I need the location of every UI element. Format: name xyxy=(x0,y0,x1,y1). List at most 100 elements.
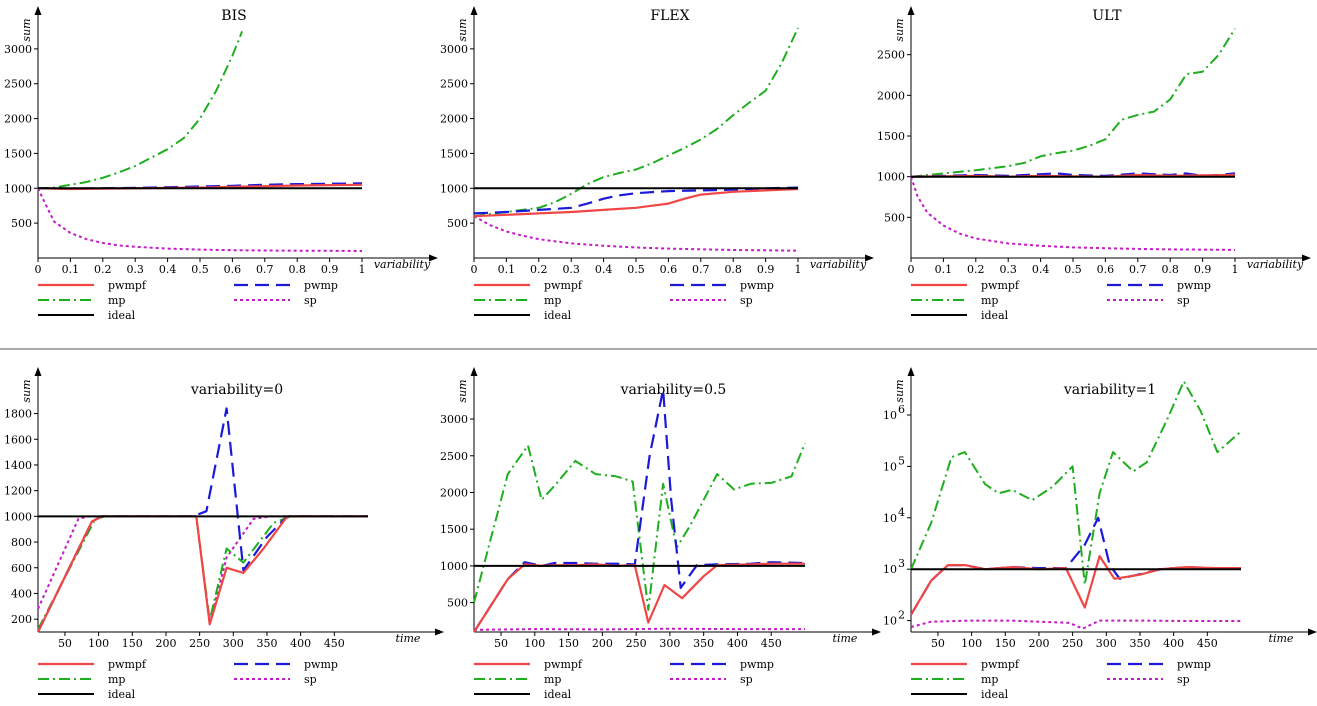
x-tick-label-3-7: 400 xyxy=(290,637,311,650)
y-tick-label-3-3: 800 xyxy=(11,536,32,549)
y-tick-label-5-2: 10 xyxy=(883,512,897,525)
legend-label-mp-1: mp xyxy=(544,294,561,307)
x-tick-label-3-3: 200 xyxy=(155,637,176,650)
y-tick-label-3-4: 1000 xyxy=(4,510,32,523)
legend-label-pwmpf-2: pwmpf xyxy=(981,279,1020,292)
x-tick-label-2-0: 0 xyxy=(908,263,915,276)
legend-label-ideal-1: ideal xyxy=(544,309,572,322)
y-axis-arrow-1 xyxy=(470,6,478,15)
series-line-pwmpf-5 xyxy=(910,554,1241,616)
y-axis-arrow-0 xyxy=(34,6,42,15)
legend-label-pwmp-0: pwmp xyxy=(304,279,338,292)
y-tick-label-1-1: 1000 xyxy=(440,182,468,195)
chart-title-2: ULT xyxy=(1092,8,1122,24)
series-line-sp-2 xyxy=(910,176,1236,251)
legend-label-pwmp-2: pwmp xyxy=(1177,279,1211,292)
x-tick-label-0-8: 0.8 xyxy=(288,263,306,276)
x-tick-label-2-7: 0.7 xyxy=(1129,263,1147,276)
x-tick-label-1-4: 0.4 xyxy=(595,263,613,276)
x-axis-arrow-1 xyxy=(865,254,874,262)
x-tick-label-1-5: 0.5 xyxy=(627,263,645,276)
x-tick-label-0-1: 0.1 xyxy=(62,263,80,276)
series-line-pwmp-4 xyxy=(473,388,806,633)
series-line-mp-4 xyxy=(473,442,806,611)
series-line-pwmpf-1 xyxy=(473,187,799,218)
x-tick-label-3-2: 150 xyxy=(122,637,143,650)
x-tick-label-2-2: 0.2 xyxy=(967,263,985,276)
x-axis-arrow-3 xyxy=(435,628,444,636)
y-tick-label-3-5: 1200 xyxy=(4,485,32,498)
y-tick-label-2-4: 2500 xyxy=(877,49,905,62)
y-tick-label-4-2: 1500 xyxy=(440,523,468,536)
x-tick-label-0-7: 0.7 xyxy=(256,263,274,276)
y-axis-arrow-2 xyxy=(907,6,915,15)
x-axis-arrow-2 xyxy=(1302,254,1311,262)
y-tick-label-3-2: 600 xyxy=(11,562,32,575)
x-tick-label-5-6: 350 xyxy=(1129,637,1150,650)
legend-label-pwmpf-5: pwmpf xyxy=(981,658,1020,671)
chart-title-1: FLEX xyxy=(650,8,689,24)
x-axis-label-1: variability xyxy=(810,258,867,271)
x-tick-label-5-5: 300 xyxy=(1096,637,1117,650)
x-axis-arrow-4 xyxy=(872,628,881,636)
y-tick-label-5-1: 10 xyxy=(883,563,897,576)
y-axis-label-5: sum xyxy=(893,379,906,402)
y-tick-label-0-0: 500 xyxy=(11,217,32,230)
x-tick-label-2-10: 1 xyxy=(1232,263,1239,276)
y-axis-label-1: sum xyxy=(456,18,469,41)
legend-label-sp-4: sp xyxy=(740,673,753,686)
legend-label-mp-0: mp xyxy=(108,294,125,307)
legend-label-pwmp-3: pwmp xyxy=(304,658,338,671)
y-tick-label-1-2: 1500 xyxy=(440,147,468,160)
y-tick-label-0-3: 2000 xyxy=(4,113,32,126)
x-tick-label-1-0: 0 xyxy=(471,263,478,276)
legend-label-ideal-0: ideal xyxy=(108,309,136,322)
legend-label-ideal-2: ideal xyxy=(981,309,1009,322)
x-tick-label-5-0: 50 xyxy=(931,637,945,650)
legend-label-mp-2: mp xyxy=(981,294,998,307)
x-tick-label-2-4: 0.4 xyxy=(1032,263,1050,276)
x-tick-label-1-10: 1 xyxy=(795,263,802,276)
x-tick-label-5-2: 150 xyxy=(995,637,1016,650)
y-axis-label-0: sum xyxy=(20,18,33,41)
x-axis-arrow-0 xyxy=(429,254,438,262)
legend-label-mp-5: mp xyxy=(981,673,998,686)
legend-label-ideal-3: ideal xyxy=(108,688,136,701)
x-tick-label-0-4: 0.4 xyxy=(159,263,177,276)
y-tick-label-4-1: 1000 xyxy=(440,560,468,573)
x-tick-label-0-10: 1 xyxy=(359,263,366,276)
series-line-sp-0 xyxy=(37,187,363,252)
legend-label-pwmpf-3: pwmpf xyxy=(108,658,147,671)
series-line-sp-4 xyxy=(473,627,805,631)
legend-label-ideal-4: ideal xyxy=(544,688,572,701)
series-line-sp-5 xyxy=(910,619,1241,630)
y-tick-label-3-8: 1800 xyxy=(4,408,32,421)
y-tick-label-1-0: 500 xyxy=(447,217,468,230)
y-tick-label-0-4: 2500 xyxy=(4,78,32,91)
x-axis-label-4: time xyxy=(833,632,858,645)
legend-label-sp-3: sp xyxy=(304,673,317,686)
y-tick-label-4-3: 2000 xyxy=(440,486,468,499)
series-line-pwmp-3 xyxy=(37,407,368,633)
series-line-mp-1 xyxy=(473,27,799,218)
y-axis-label-2: sum xyxy=(893,18,906,41)
x-tick-label-5-3: 200 xyxy=(1028,637,1049,650)
legend-label-pwmp-4: pwmp xyxy=(740,658,774,671)
y-tick-label-1-5: 3000 xyxy=(440,43,468,56)
series-line-mp-5 xyxy=(910,380,1242,586)
x-axis-label-2: variability xyxy=(1247,258,1304,271)
x-axis-arrow-5 xyxy=(1308,628,1317,636)
chart-title-0: BIS xyxy=(221,8,246,24)
legend-label-sp-0: sp xyxy=(304,294,317,307)
y-tick-label-0-1: 1000 xyxy=(4,182,32,195)
y-tick-label-5-0: 10 xyxy=(883,615,897,628)
x-tick-label-0-3: 0.3 xyxy=(126,263,144,276)
series-line-sp-1 xyxy=(473,215,799,252)
legend-label-mp-3: mp xyxy=(108,673,125,686)
y-axis-arrow-4 xyxy=(470,367,478,376)
legend-label-mp-4: mp xyxy=(544,673,561,686)
y-tick-label-4-5: 3000 xyxy=(440,413,468,426)
y-tick-label-0-5: 3000 xyxy=(4,43,32,56)
x-tick-label-1-8: 0.8 xyxy=(724,263,742,276)
